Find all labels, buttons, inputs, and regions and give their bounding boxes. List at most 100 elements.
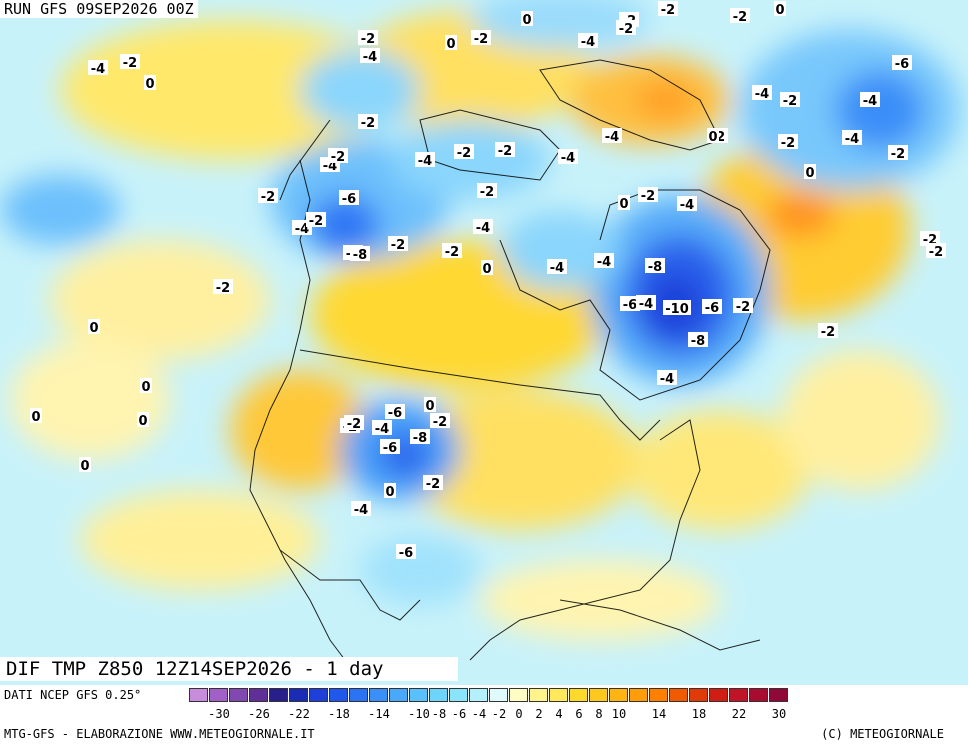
svg-text:-2: -2 [929, 245, 943, 260]
svg-text:-2: -2 [736, 300, 750, 315]
contour-label: -6 [385, 404, 405, 421]
svg-text:0: 0 [619, 197, 628, 212]
svg-text:-2: -2 [891, 147, 905, 162]
legend-tick-label: 2 [535, 707, 543, 721]
legend-swatch [489, 688, 508, 702]
legend-swatch [229, 688, 248, 702]
legend-swatch [549, 688, 568, 702]
legend-swatch [309, 688, 328, 702]
contour-label: -8 [688, 332, 708, 349]
contour-label: -4 [88, 60, 108, 77]
svg-text:-2: -2 [216, 281, 230, 296]
legend-swatch [609, 688, 628, 702]
legend-swatch [509, 688, 528, 702]
svg-text:-2: -2 [661, 3, 675, 18]
svg-text:0: 0 [145, 77, 154, 92]
legend-tick-label: -30 [208, 707, 230, 721]
legend-swatch [409, 688, 428, 702]
contour-label: 0 [424, 397, 436, 414]
legend-tick-label: -4 [471, 707, 487, 721]
legend-tick-label: -8 [431, 707, 447, 721]
contour-label: -2 [306, 212, 326, 229]
svg-text:-2: -2 [457, 146, 471, 161]
svg-text:-2: -2 [391, 238, 405, 253]
legend-swatch [189, 688, 208, 702]
legend-swatch [369, 688, 388, 702]
contour-label: -2 [430, 413, 450, 430]
svg-text:-2: -2 [619, 22, 633, 37]
contour-label: -4 [547, 259, 567, 276]
legend-tick-label: -14 [368, 707, 390, 721]
contour-label: -10 [663, 300, 691, 317]
contour-label: 0 [445, 35, 457, 52]
source-label: DATI NCEP GFS 0.25° [4, 688, 142, 702]
svg-text:-2: -2 [445, 245, 459, 260]
contour-label: -2 [730, 8, 750, 25]
contour-label: -2 [778, 134, 798, 151]
contour-label: -2 [616, 20, 636, 37]
svg-text:-6: -6 [399, 546, 413, 561]
contour-label: -4 [752, 85, 772, 102]
contour-label: -2 [120, 54, 140, 71]
svg-text:-8: -8 [413, 431, 427, 446]
svg-text:-2: -2 [641, 189, 655, 204]
contour-label: -2 [213, 279, 233, 296]
legend-swatch [709, 688, 728, 702]
svg-text:-4: -4 [660, 372, 674, 387]
svg-text:-2: -2 [261, 190, 275, 205]
contour-label: 0 [30, 408, 42, 425]
svg-text:-4: -4 [597, 255, 611, 270]
svg-text:0: 0 [385, 485, 394, 500]
svg-text:-2: -2 [123, 56, 137, 71]
legend-swatch [629, 688, 648, 702]
coastline-icon [249, 59, 771, 661]
contour-label: 0 [707, 128, 719, 145]
svg-text:-4: -4 [91, 62, 105, 77]
svg-text:-8: -8 [353, 248, 367, 263]
svg-text:-2: -2 [783, 94, 797, 109]
legend-tick-label: 30 [771, 707, 787, 721]
legend-swatch [589, 688, 608, 702]
contour-label: -4 [594, 253, 614, 270]
contour-label: -2 [818, 323, 838, 340]
footer-credit: MTG-GFS - ELABORAZIONE WWW.METEOGIORNALE… [4, 727, 315, 741]
contour-label: 0 [774, 1, 786, 18]
legend-swatch [729, 688, 748, 702]
svg-text:-2: -2 [331, 150, 345, 165]
legend-tick-label: -26 [248, 707, 270, 721]
svg-text:-4: -4 [680, 198, 694, 213]
contour-label: -2 [423, 475, 443, 492]
svg-text:0: 0 [522, 13, 531, 28]
contour-label: -2 [658, 1, 678, 18]
legend-swatch [349, 688, 368, 702]
svg-text:-2: -2 [361, 32, 375, 47]
legend-tick-label: 14 [651, 707, 667, 721]
svg-text:-2: -2 [498, 144, 512, 159]
copyright: (C) METEOGIORNALE [821, 727, 944, 741]
contour-label: -2 [358, 30, 378, 47]
contour-label: -6 [396, 544, 416, 561]
contour-label: -2 [780, 92, 800, 109]
svg-text:-4: -4 [375, 422, 389, 437]
legend-swatch [749, 688, 768, 702]
contour-label: -4 [578, 33, 598, 50]
svg-text:0: 0 [31, 410, 40, 425]
contour-label: -4 [473, 219, 493, 236]
legend-swatch [689, 688, 708, 702]
legend-tick-label: -10 [408, 707, 430, 721]
legend-swatch [569, 688, 588, 702]
svg-text:-2: -2 [426, 477, 440, 492]
contour-label: -2 [388, 236, 408, 253]
map-title: DIF TMP Z850 12Z14SEP2026 - 1 day [0, 657, 458, 681]
run-label: RUN GFS 09SEP2026 00Z [0, 0, 198, 18]
contour-label: -2 [454, 144, 474, 161]
legend-swatch [389, 688, 408, 702]
contour-label: 0 [618, 195, 630, 212]
contour-label: 0 [79, 457, 91, 474]
legend-tick-label: 6 [575, 707, 583, 721]
svg-text:-4: -4 [354, 503, 368, 518]
contour-label: -8 [645, 258, 665, 275]
contour-label: -4 [860, 92, 880, 109]
svg-text:0: 0 [775, 3, 784, 18]
contour-label: -2 [358, 114, 378, 131]
